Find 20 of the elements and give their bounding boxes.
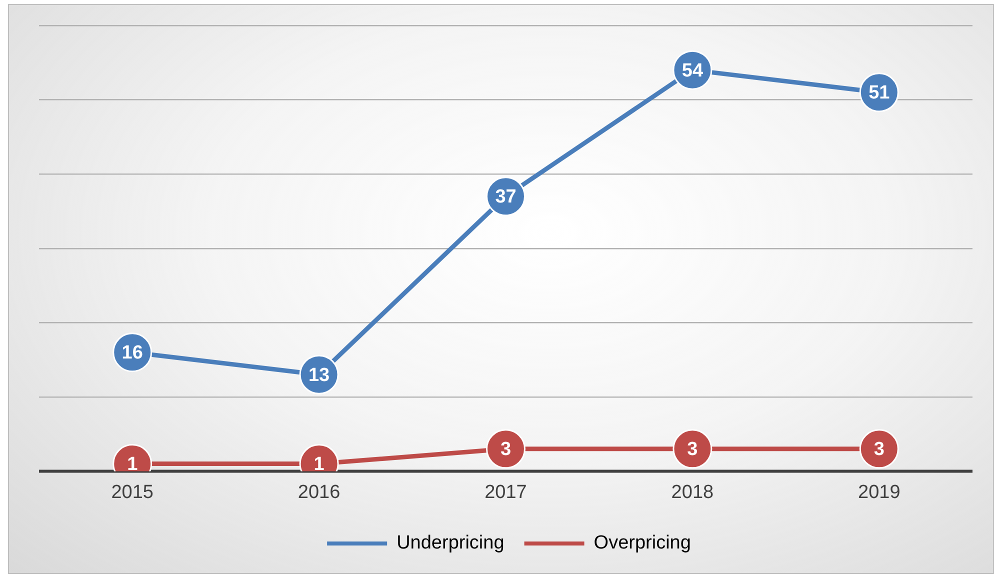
- point: [859, 429, 899, 469]
- x-tick-label: 2016: [298, 482, 340, 503]
- point: [486, 429, 526, 469]
- data-label: 13: [308, 364, 330, 386]
- data-label: 3: [500, 439, 512, 460]
- legend-label: Overpricing: [594, 532, 691, 554]
- legend-label: Underpricing: [396, 532, 504, 554]
- data-label: 54: [682, 60, 704, 82]
- point: [672, 429, 712, 469]
- data-label: 37: [495, 186, 516, 208]
- data-label: 51: [868, 82, 890, 104]
- x-tick-label: 2017: [484, 482, 527, 503]
- x-tick-label: 2015: [111, 482, 154, 503]
- data-label: 3: [874, 439, 884, 460]
- x-tick-label: 2018: [671, 482, 714, 503]
- data-label: 1: [127, 454, 138, 476]
- x-tick-label: 2019: [858, 482, 900, 503]
- data-label: 3: [687, 439, 698, 460]
- data-label: 1: [314, 454, 325, 476]
- data-label: 16: [122, 342, 143, 364]
